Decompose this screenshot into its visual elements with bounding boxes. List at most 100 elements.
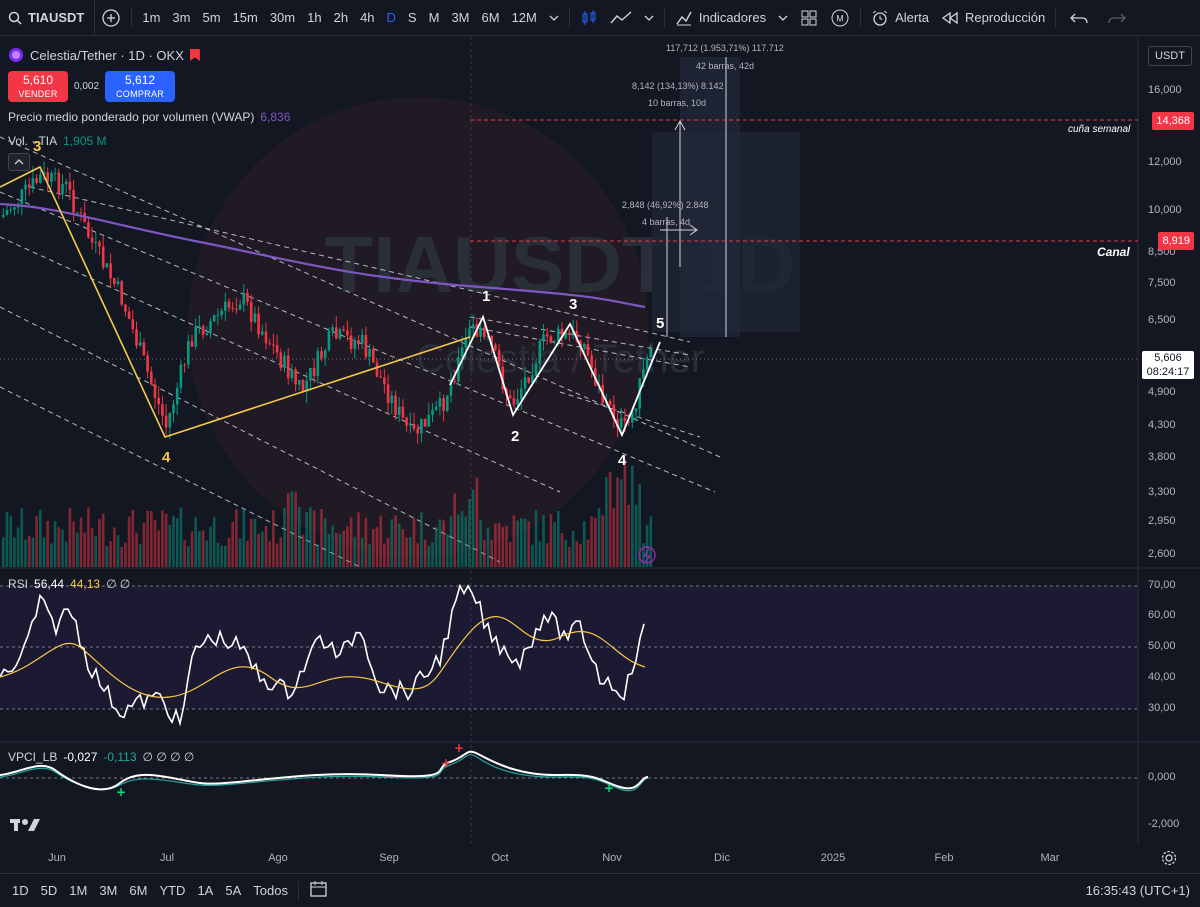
interval-m[interactable]: M (428, 10, 440, 25)
range-1d[interactable]: 1D (12, 883, 29, 898)
volume-bar (597, 508, 601, 567)
interval-dropdown[interactable] (543, 0, 565, 36)
candle-body (61, 184, 64, 195)
indicators-dropdown[interactable] (772, 0, 794, 36)
interval-15m[interactable]: 15m (232, 10, 258, 25)
flag-icon[interactable] (189, 49, 200, 61)
range-1a[interactable]: 1A (197, 883, 214, 898)
templates-button[interactable]: M (824, 0, 856, 36)
interval-3m[interactable]: 3M (451, 10, 470, 25)
candle-type-button[interactable] (574, 0, 604, 36)
interval-d[interactable]: D (386, 10, 396, 25)
range-5a[interactable]: 5A (225, 883, 242, 898)
volume-bar (209, 526, 212, 567)
volume-bar (542, 514, 545, 567)
measure-label: 2,848 (46,92%) 2.848 (622, 200, 709, 210)
volume-bar (231, 521, 234, 567)
sell-label: VENDER (18, 89, 58, 99)
candle-body (13, 207, 16, 210)
interval-3m[interactable]: 3m (172, 10, 191, 25)
candle-body (53, 172, 57, 174)
date-label: Nov (602, 852, 622, 864)
volume-bar (383, 543, 386, 567)
range-3m[interactable]: 3M (99, 883, 118, 898)
candle-body (68, 181, 72, 190)
candle-body (220, 310, 223, 315)
volume-bar (409, 537, 412, 567)
redo-button[interactable] (1098, 0, 1136, 36)
candle-body (316, 351, 320, 377)
tradingview-logo[interactable] (10, 817, 42, 836)
symbol-legend[interactable]: Celestia/Tether · 1D · OKX (8, 47, 200, 63)
volume-bar (90, 528, 94, 567)
interval-2h[interactable]: 2h (333, 10, 349, 25)
date-range-button[interactable] (303, 880, 335, 901)
line-type-button[interactable] (604, 0, 638, 36)
undo-button[interactable] (1060, 0, 1098, 36)
interval-s[interactable]: S (407, 10, 417, 25)
candle-body (57, 172, 61, 195)
candle-body (323, 350, 327, 358)
chart-area[interactable]: TIAUSDT 1D Celestia / Tether 117,712 (1.95… (0, 37, 1200, 845)
clock-timezone[interactable]: 16:35:43 (UTC+1) (1085, 883, 1190, 898)
interval-4h[interactable]: 4h (360, 10, 375, 25)
chart-type-dropdown[interactable] (638, 0, 660, 36)
range-1m[interactable]: 1M (69, 883, 88, 898)
candle-body (231, 307, 234, 309)
indicators-button[interactable]: Indicadores (669, 0, 772, 36)
volume-bar (127, 516, 131, 567)
symbol-search[interactable]: TIAUSDT (0, 0, 96, 36)
range-6m[interactable]: 6M (129, 883, 148, 898)
volume-bar (397, 523, 401, 567)
interval-12m[interactable]: 12M (511, 10, 537, 25)
volume-bar (331, 525, 334, 567)
volume-legend[interactable]: Vol. · TIA 1,905 M (8, 134, 107, 148)
volume-bar (453, 493, 456, 567)
range-5d[interactable]: 5D (40, 883, 58, 898)
volume-bar (497, 522, 501, 567)
time-scale[interactable]: Jun Jul Ago Sep Oct Nov Dic 2025 Feb Mar (0, 850, 1140, 870)
currency-selector[interactable]: USDT (1148, 46, 1192, 66)
interval-6m[interactable]: 6M (481, 10, 500, 25)
candle-body (301, 379, 305, 392)
replay-button[interactable]: Reproducción (935, 0, 1051, 36)
interval-1m[interactable]: 1m (142, 10, 161, 25)
candle-body (172, 404, 175, 414)
layouts-button[interactable] (794, 0, 824, 36)
volume-bar (601, 515, 604, 567)
candle-body (120, 281, 123, 305)
volume-bar (94, 536, 98, 567)
candle-body (460, 347, 464, 357)
volume-bar (386, 537, 390, 567)
volume-bar (538, 541, 542, 567)
bottom-toolbar: 1D 5D 1M 3M 6M YTD 1A 5A Todos 16:35:43 (UTC+1) (0, 873, 1200, 907)
volume-bar (246, 540, 249, 567)
rsi-legend[interactable]: RSI 56,44 44,13 ∅ ∅ (8, 577, 130, 591)
volume-bar (594, 517, 597, 567)
range-todos[interactable]: Todos (253, 883, 288, 898)
collapse-legend-button[interactable] (8, 153, 30, 171)
rsi-scale-label: 60,00 (1148, 609, 1176, 621)
volume-bar (235, 509, 238, 567)
alert-button[interactable]: Alerta (865, 0, 935, 36)
vpci-legend[interactable]: VPCI_LB -0,027 -0,113 ∅ ∅ ∅ ∅ (8, 750, 194, 764)
volume-bar (486, 527, 490, 567)
buy-button[interactable]: 5,612 COMPRAR (105, 71, 176, 102)
candle-body (497, 349, 501, 367)
candle-body (453, 381, 456, 383)
candle-body (649, 348, 653, 358)
volume-bar (101, 513, 105, 567)
candle-body (397, 406, 401, 416)
interval-5m[interactable]: 5m (202, 10, 221, 25)
vwap-legend[interactable]: Precio medio ponderado por volumen (VWAP… (8, 110, 290, 124)
volume-bar (549, 514, 553, 567)
interval-1h[interactable]: 1h (307, 10, 322, 25)
interval-30m[interactable]: 30m (269, 10, 296, 25)
settings-button[interactable] (1160, 849, 1178, 870)
price-tag-canal: 8,919 (1158, 232, 1194, 250)
channel-line (29, 186, 691, 343)
compare-button[interactable] (95, 0, 127, 36)
sell-button[interactable]: 5,610 VENDER (8, 71, 68, 102)
range-ytd[interactable]: YTD (159, 883, 186, 898)
